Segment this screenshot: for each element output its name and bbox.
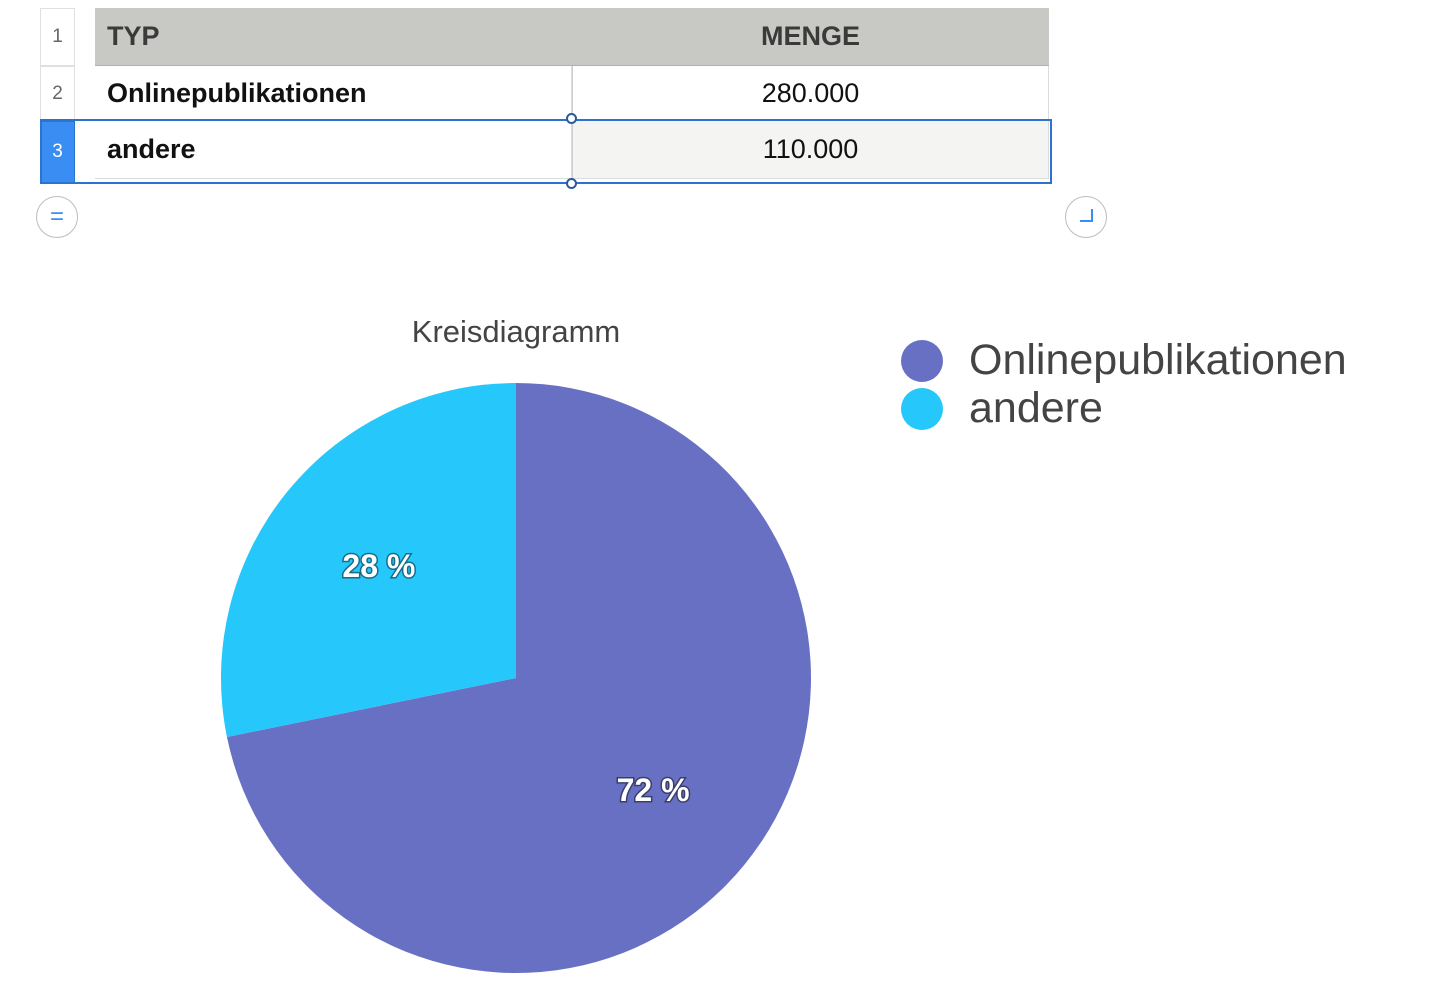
equals-icon: = bbox=[49, 203, 64, 230]
column-resize-handle-bottom[interactable] bbox=[566, 178, 577, 189]
cell-menge-row-2[interactable]: 280.000 bbox=[572, 66, 1049, 121]
pie-chart[interactable]: Kreisdiagramm 72 % 28 % bbox=[0, 280, 1454, 1002]
legend-swatch-onlinepublikationen bbox=[901, 339, 943, 382]
row-header-2[interactable]: 2 bbox=[40, 66, 75, 121]
row-header-3[interactable]: 3 bbox=[40, 121, 75, 183]
legend-label-onlinepublikationen: Onlinepublikationen bbox=[969, 336, 1347, 384]
resize-corner-icon bbox=[1077, 203, 1095, 231]
cell-typ-row-3[interactable]: andere bbox=[95, 121, 572, 179]
slice-label-andere: 28 % bbox=[342, 548, 415, 584]
cell-typ-row-2[interactable]: Onlinepublikationen bbox=[95, 66, 572, 121]
row-header-1[interactable]: 1 bbox=[40, 8, 75, 66]
pie-slice-onlinepublikationen[interactable] bbox=[226, 383, 811, 973]
table-resize-button[interactable] bbox=[1065, 196, 1107, 238]
header-cell-menge[interactable]: MENGE bbox=[572, 8, 1049, 66]
chart-title: Kreisdiagramm bbox=[412, 314, 620, 349]
cell-menge-row-3[interactable]: 110.000 bbox=[572, 121, 1049, 179]
pie-slice-andere[interactable] bbox=[221, 383, 516, 738]
legend-swatch-andere bbox=[901, 387, 943, 430]
add-rows-button[interactable]: = bbox=[36, 196, 78, 238]
legend-item-onlinepublikationen[interactable]: Onlinepublikationen bbox=[901, 336, 1347, 385]
column-resize-handle-top[interactable] bbox=[566, 113, 577, 124]
legend-item-andere[interactable]: andere bbox=[901, 384, 1103, 433]
legend-label-andere: andere bbox=[969, 384, 1103, 432]
header-cell-typ[interactable]: TYP bbox=[95, 8, 572, 66]
slice-label-onlinepublikationen: 72 % bbox=[617, 772, 690, 808]
